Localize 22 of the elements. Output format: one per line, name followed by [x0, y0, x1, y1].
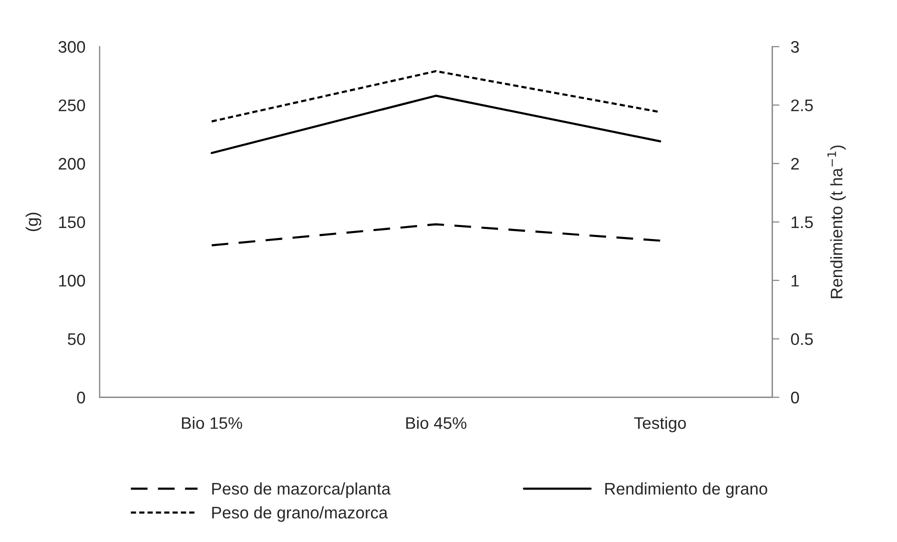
y-tick-label: 200 [58, 158, 86, 170]
y-tick-label: 150 [59, 216, 86, 228]
legend-label: Peso de mazorca/planta [212, 482, 391, 498]
y2-tick-label: 0.5 [791, 333, 813, 346]
y-axis-title: (g) [26, 212, 42, 232]
y2-tick-label: 2.5 [791, 99, 813, 112]
y2-tick-label: 1.5 [792, 216, 813, 228]
y2-tick-label: 3 [791, 41, 799, 53]
x-tick-label: Bio 15% [182, 416, 242, 429]
y-tick-label: 300 [58, 41, 86, 53]
legend-label: Rendimiento de grano [605, 482, 768, 498]
x-tick-label: Bio 45% [406, 416, 466, 429]
y-tick-label: 0 [77, 392, 86, 404]
y-tick-label: 250 [58, 99, 86, 112]
y-tick-label: 100 [59, 274, 86, 287]
y2-tick-label: 1 [792, 274, 799, 286]
y2-tick-label: 0 [791, 392, 799, 404]
x-tick-label: Testigo [634, 416, 686, 432]
y2-axis-title: Rendimiento (t ha$^{−1}$) [827, 146, 846, 298]
legend-label: Peso de grano/mazorca [212, 506, 388, 522]
y2-tick-label: 2 [791, 158, 799, 170]
y-tick-label: 50 [68, 333, 86, 346]
